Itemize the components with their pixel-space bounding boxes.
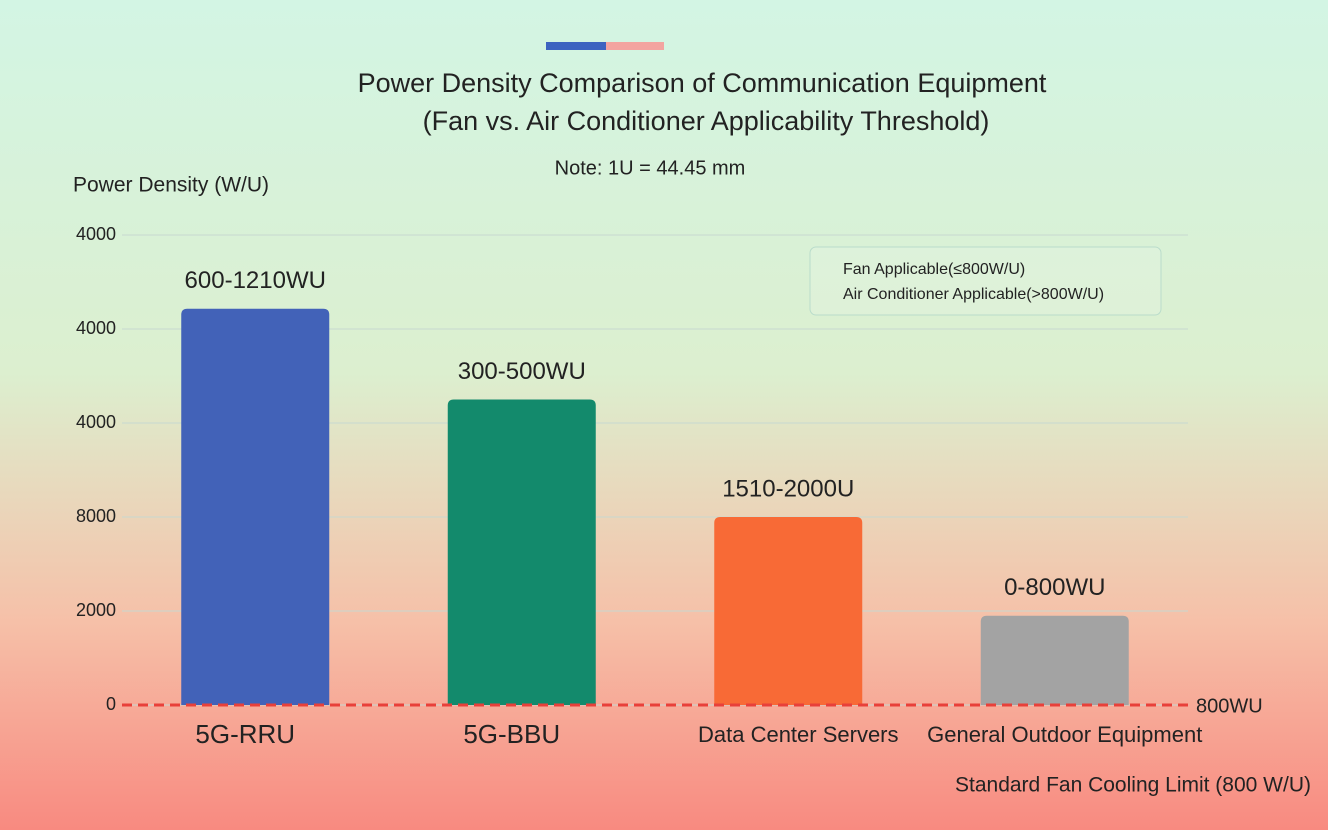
threshold-label: 800WU [1196, 695, 1263, 717]
decor-swatch [546, 42, 606, 50]
bar-annotation: 600-1210WU [185, 267, 326, 294]
legend-box [809, 246, 1162, 316]
legend-entry: Air Conditioner Applicable(>800W/U) [843, 286, 1104, 303]
x-tick-label: 5G-BBU [463, 719, 560, 749]
y-axis-label: Power Density (W/U) [73, 174, 269, 197]
bar [181, 308, 330, 705]
x-tick-label: Data Center Servers [698, 722, 899, 747]
note: Note: 1U = 44.45 mm [555, 157, 746, 179]
bar-annotation: 1510-2000U [722, 475, 854, 502]
chart-title: Power Density Comparison of Communicatio… [358, 68, 1047, 98]
y-tick-label: 4000 [76, 412, 116, 432]
bar-annotation: 0-800WU [1004, 574, 1105, 601]
y-tick-label: 4000 [76, 224, 116, 244]
y-tick-label: 4000 [76, 318, 116, 338]
x-tick-label: General Outdoor Equipment [927, 722, 1202, 747]
threshold-caption: Standard Fan Cooling Limit (800 W/U) [955, 774, 1311, 797]
chart-subtitle: (Fan vs. Air Conditioner Applicability T… [423, 106, 990, 136]
decor-swatch [606, 42, 664, 50]
x-tick-label: 5G-RRU [195, 719, 295, 749]
bar [980, 615, 1129, 705]
bar [714, 517, 863, 705]
y-tick-label: 0 [106, 694, 116, 714]
bar [447, 399, 596, 705]
bar-annotation: 300-500WU [458, 358, 586, 385]
y-tick-label: 2000 [76, 600, 116, 620]
y-tick-label: 8000 [76, 506, 116, 526]
legend-entry: Fan Applicable(≤800W/U) [843, 261, 1025, 278]
